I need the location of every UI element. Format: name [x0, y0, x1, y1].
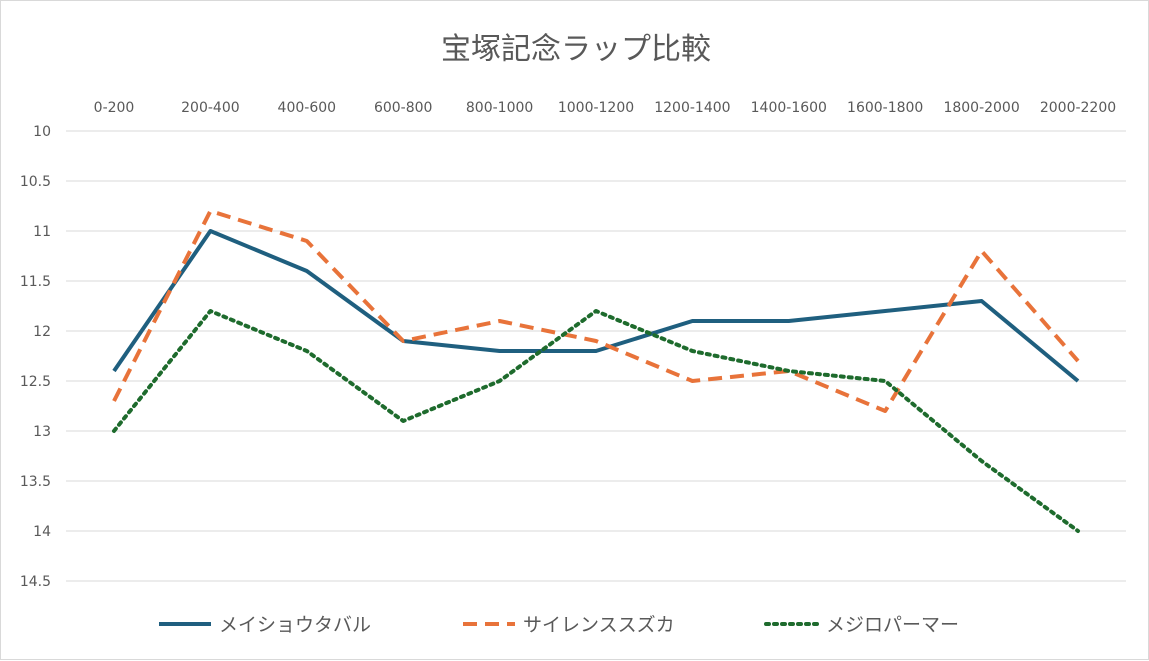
y-tick-label: 13.5 — [20, 474, 51, 490]
x-tick-label: 2000-2200 — [1040, 100, 1116, 116]
x-tick-label: 200-400 — [181, 100, 240, 116]
legend-label-2: サイレンススズカ — [523, 614, 675, 636]
x-tick-label: 600-800 — [374, 100, 433, 116]
x-tick-label: 400-600 — [278, 100, 337, 116]
legend-label-1: メイショウタバル — [219, 614, 371, 636]
x-tick-label: 1400-1600 — [751, 100, 827, 116]
y-tick-label: 12 — [33, 324, 51, 340]
y-tick-label: 14.5 — [20, 574, 51, 590]
y-tick-label: 11.5 — [20, 274, 51, 290]
series-lines — [112, 209, 1080, 533]
y-axis-ticks: 10 10.5 11 11.5 12 12.5 13 13.5 14 14.5 — [20, 124, 51, 590]
y-tick-label: 10.5 — [20, 174, 51, 190]
x-tick-label: 800-1000 — [466, 100, 533, 116]
y-tick-label: 12.5 — [20, 374, 51, 390]
legend: メイショウタバル サイレンススズカ メジロパーマー — [159, 614, 959, 636]
x-tick-label: 0-200 — [94, 100, 135, 116]
y-tick-label: 14 — [33, 524, 51, 540]
gridlines — [66, 130, 1126, 582]
x-tick-label: 1800-2000 — [943, 100, 1019, 116]
x-axis-ticks: 0-200 200-400 400-600 600-800 800-1000 1000-1… — [94, 100, 1117, 116]
chart-title: 宝塚記念ラップ比較 — [441, 32, 711, 67]
y-tick-label: 13 — [33, 424, 51, 440]
x-tick-label: 1200-1400 — [654, 100, 730, 116]
series-line-1 — [112, 229, 1080, 383]
series-line-3 — [112, 309, 1080, 533]
y-tick-label: 10 — [33, 124, 51, 140]
legend-label-3: メジロパーマー — [826, 614, 959, 636]
y-tick-label: 11 — [33, 224, 51, 240]
x-tick-label: 1000-1200 — [558, 100, 634, 116]
x-tick-label: 1600-1800 — [847, 100, 923, 116]
series-line-2 — [112, 209, 1080, 413]
